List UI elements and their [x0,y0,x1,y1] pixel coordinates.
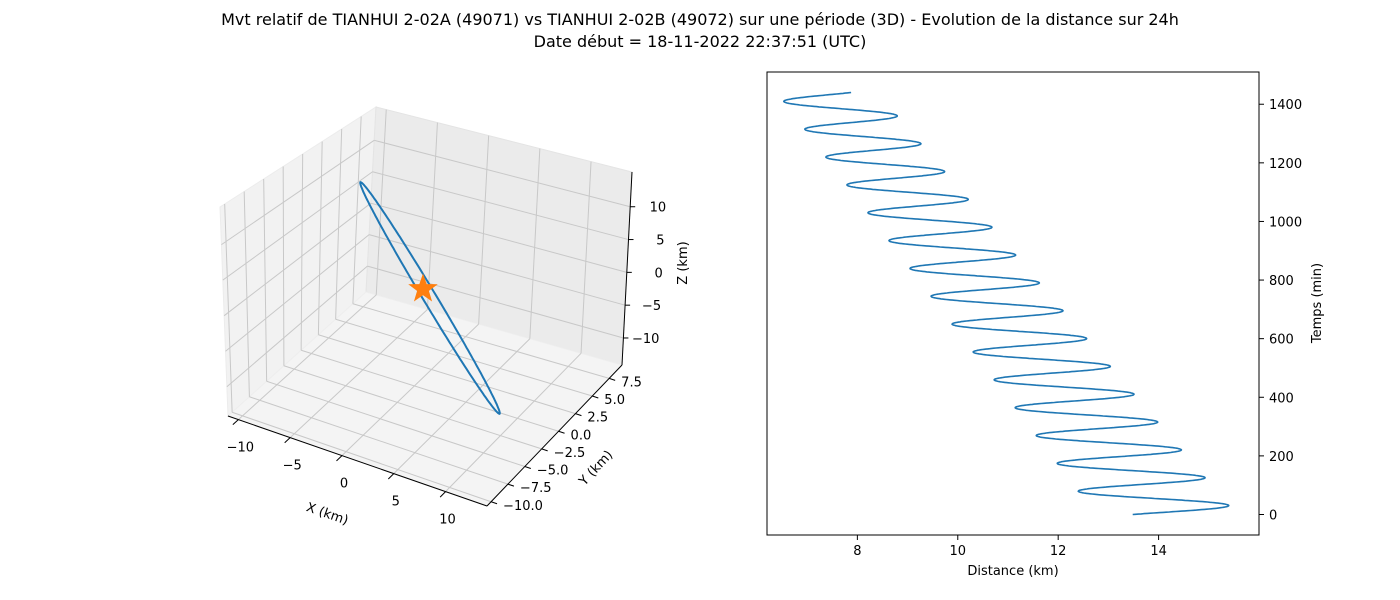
distance-series-line [782,91,1230,516]
z-axis-label: Z (km) [676,241,691,284]
y-axis-label: Temps (min) [1310,263,1325,344]
ticks-3d: −10 −5 0 5 10 −10.0 −7.5 −5.0 −2.5 0.0 2.5 5.0 7.5 −1… [227,201,667,528]
grid-line [352,303,610,379]
y-tick-mark [558,430,565,434]
y-tick-label: 200 [1269,450,1294,465]
grid-line [341,323,479,456]
grid-line [393,338,531,474]
grid-line [335,128,343,320]
x-tick-mark [336,455,343,462]
y-tick-label: 800 [1269,274,1294,289]
x-tick-mark [439,491,446,498]
y-tick-label: −2.5 [554,446,586,461]
axes-3d [227,171,633,507]
grid-line [243,191,250,397]
y-tick-label: 400 [1269,391,1294,406]
grid-line [335,318,593,397]
x-tick-label: 8 [853,544,861,559]
ticks-2d: 8 10 12 14 0 200 400 600 800 1000 1200 1400 [853,98,1302,559]
grid-line [282,166,285,366]
z-tick-label: −10 [632,332,659,347]
y-tick-mark [575,413,582,417]
grid-line [283,365,542,450]
y-tick-label: −7.5 [520,481,552,496]
grid-line [445,352,582,492]
x-tick-label: 10 [950,544,967,559]
x-axis-line [227,415,488,507]
y-tick-label: −5.0 [537,464,569,479]
y-tick-mark [592,395,599,399]
grid-line [300,153,304,351]
y-tick-mark [507,483,515,487]
y-tick-label: 1000 [1269,215,1302,230]
x-tick-mark [284,437,291,444]
grid-line [224,203,233,413]
chart-title: Mvt relatif de TIANHUI 2-02A (49071) vs … [221,10,1179,29]
x-tick-label: −10 [227,441,254,456]
grid-3d [221,109,631,503]
grid-line [372,171,629,241]
plot-frame [766,71,1260,536]
x-tick-label: 0 [340,477,348,492]
grid-line [368,234,626,306]
star-marker [408,273,438,302]
x-tick-label: 5 [392,495,400,510]
x-axis-label: Distance (km) [967,564,1058,579]
grid-line [221,139,375,246]
z-tick-label: −5 [642,299,661,314]
y-axis-line [486,364,623,507]
x-tick-label: −5 [283,459,302,474]
y-tick-mark [541,448,548,452]
grid-line [529,148,541,339]
y-tick-label: 2.5 [587,411,608,426]
y-tick-mark [609,377,616,381]
z-tick-label: 10 [650,201,667,216]
grid-line [231,411,492,503]
z-tick-label: 0 [655,266,663,281]
grid-line [249,396,509,485]
grid-line [478,135,490,325]
y-tick-mark [490,501,498,505]
grid-line [263,178,268,382]
grid-line [318,334,576,415]
y-tick-label: 600 [1269,333,1294,348]
y-tick-label: 1200 [1269,157,1302,172]
grid-line [317,141,323,335]
x-tick-mark [387,473,395,480]
y-tick-label: 5.0 [604,393,625,408]
grid-line [226,265,368,388]
grid-line [222,171,373,281]
grid-line [370,202,627,273]
chart-subtitle: Date début = 18-11-2022 22:37:51 (UTC) [533,32,867,51]
y-tick-label: 0 [1269,508,1277,523]
grid-line [375,109,387,295]
y-tick-label: −10.0 [503,499,543,514]
x-axis-label: X (km) [304,500,350,528]
grid-line [300,349,559,432]
orbit-3d-line [359,181,501,415]
plot-3d: −10 −5 0 5 10 −10.0 −7.5 −5.0 −2.5 0.0 2.5 5.0 7.5 −1… [219,106,691,529]
grid-line [225,234,370,352]
grid-line [426,122,438,310]
z-axis-line [621,171,633,366]
x-tick-mark [232,419,239,425]
grid-line [289,309,428,438]
z-tick-label: 5 [656,234,664,249]
plot-2d: 8 10 12 14 0 200 400 600 800 1000 1200 1400 Distanc… [766,71,1325,579]
grid-line [580,161,592,354]
x-tick-label: 14 [1150,544,1167,559]
y-tick-label: 0.0 [571,428,592,443]
y-tick-mark [524,466,531,469]
grid-line [223,202,372,317]
x-tick-label: 10 [439,513,456,528]
grid-line [266,380,525,467]
grid-line [374,139,631,208]
y-tick-label: 1400 [1269,98,1302,113]
x-tick-label: 12 [1050,544,1067,559]
y-tick-label: 7.5 [621,375,642,390]
grid-line [352,116,362,304]
grid-line [238,294,377,420]
